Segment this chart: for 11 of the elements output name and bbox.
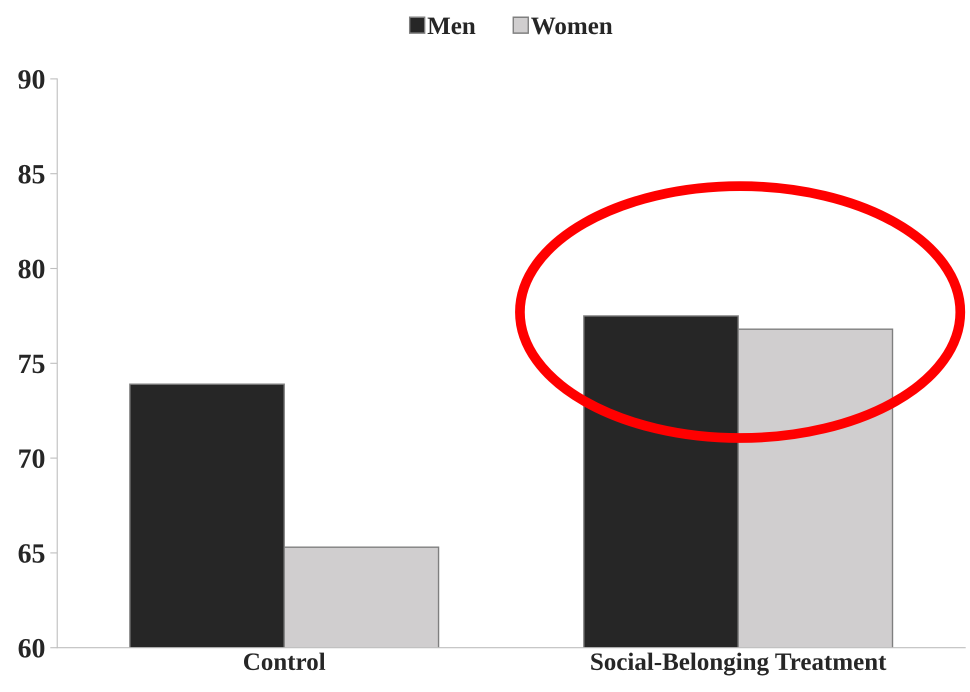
y-tick-label: 60 [18, 638, 44, 658]
legend-label: Women [531, 18, 612, 34]
y-tick-label: 75 [19, 354, 44, 374]
legend-label: Men [428, 18, 476, 34]
x-tick-label: Social-Belonging Treatment [591, 652, 886, 676]
x-tick-label: Control [244, 652, 326, 670]
y-tick-label: 80 [18, 260, 44, 278]
y-tick-label: 90 [18, 70, 44, 89]
y-tick-label: 65 [18, 544, 44, 563]
y-tick-label: 85 [18, 164, 44, 184]
y-tick-label: 70 [19, 449, 44, 468]
